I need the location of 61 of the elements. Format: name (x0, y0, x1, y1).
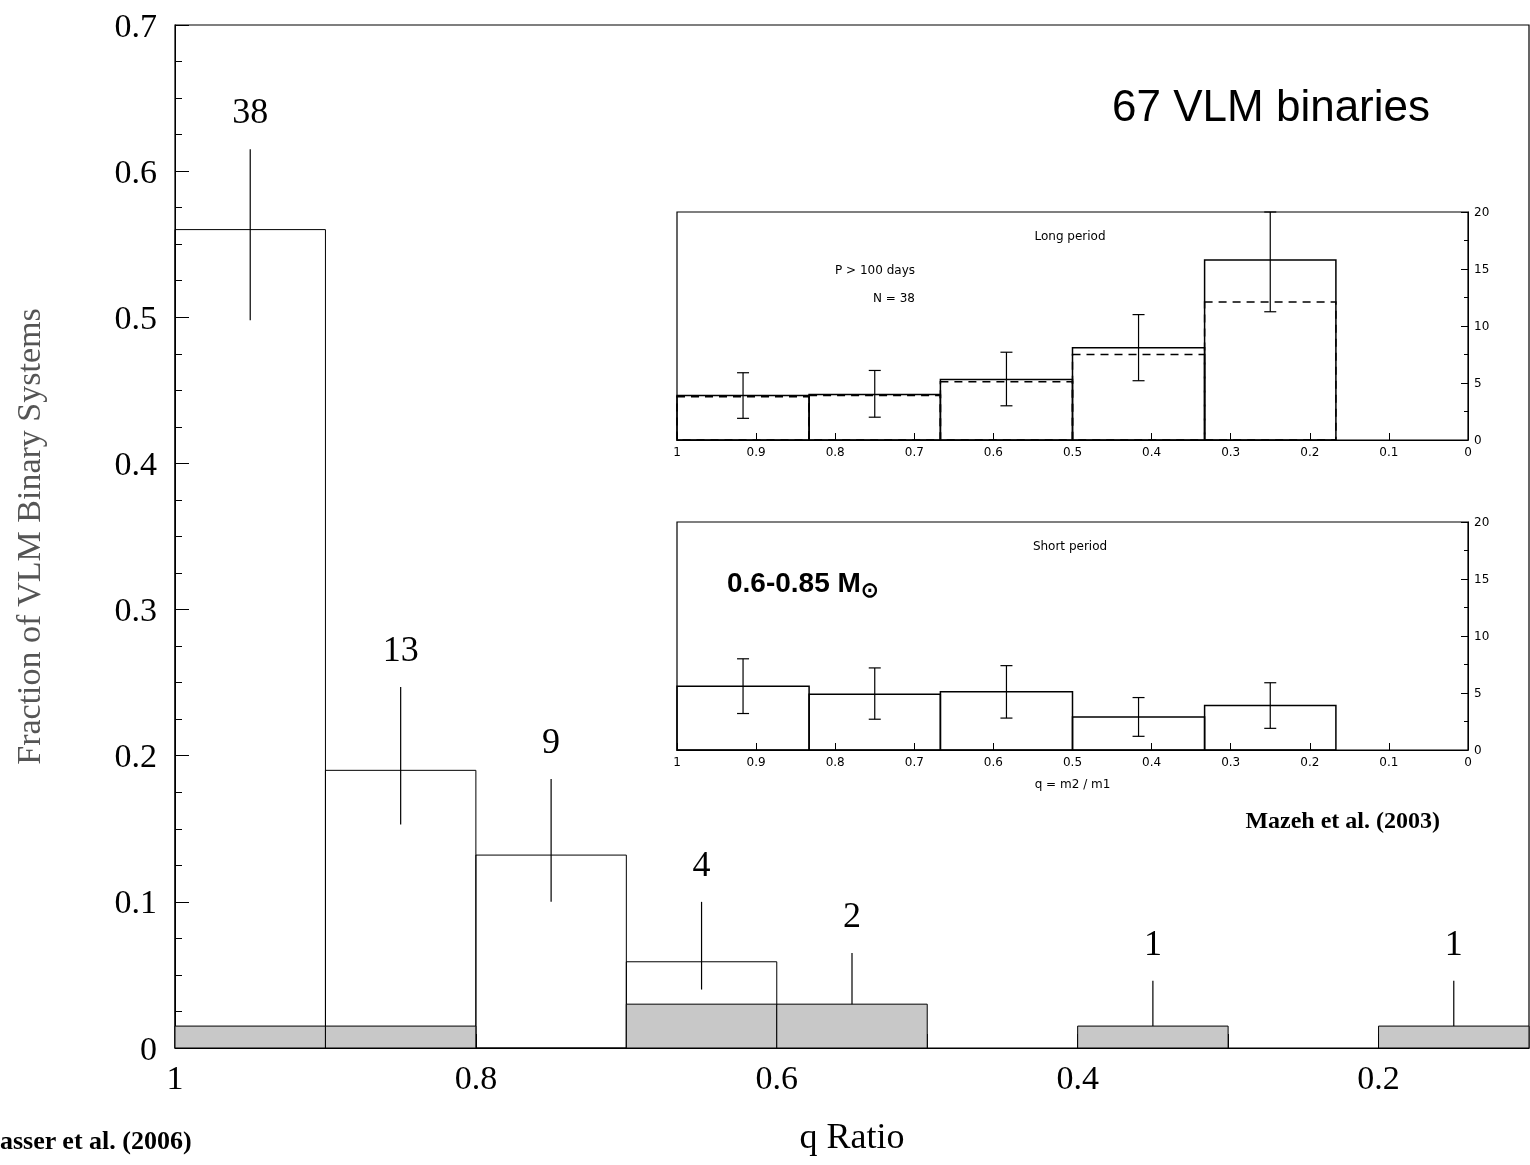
x-tick-label: 1 (673, 445, 681, 459)
y-tick-label: 0 (140, 1029, 157, 1067)
annotation: 1 (1444, 922, 1463, 963)
x-tick-label: 0.8 (454, 1058, 498, 1096)
annotation: 0.6-0.85 M⊙ (727, 566, 879, 601)
x-tick-label: 0.1 (1379, 445, 1399, 459)
annotation: N = 38 (873, 291, 915, 305)
annotation: Mazeh et al. (2003) (1245, 807, 1440, 833)
y-tick-label: 5 (1474, 376, 1482, 390)
y-tick-label: 5 (1474, 686, 1482, 700)
y-tick-label: 0.3 (114, 591, 157, 629)
y-tick-label: 20 (1474, 205, 1490, 219)
x-tick-label: 0.1 (1379, 755, 1399, 769)
x-tick-label: 0.6 (983, 755, 1003, 769)
annotation: 2 (843, 895, 861, 936)
x-tick-label: 0 (1464, 755, 1472, 769)
x-tick-label: 0.8 (825, 755, 845, 769)
y-tick-label: 0.6 (114, 152, 157, 190)
annotation: 1 (1143, 922, 1162, 963)
x-axis-title: q = m2 / m1 (1034, 777, 1111, 791)
text: asser et al. (2006) (0, 1125, 192, 1155)
x-tick-label: 0.3 (1221, 445, 1241, 459)
y-tick-label: 15 (1474, 572, 1490, 586)
x-tick-label: 0.7 (904, 755, 924, 769)
y-tick-label: 15 (1474, 262, 1490, 276)
x-tick-label: 0.7 (904, 445, 924, 459)
text: Short period (1032, 539, 1108, 553)
x-tick-label: 0.9 (746, 755, 766, 769)
y-tick-label: 0.7 (114, 6, 157, 44)
annotation: 9 (542, 721, 561, 762)
x-tick-label: 0.6 (755, 1058, 799, 1096)
x-tick-label: 1 (166, 1058, 184, 1096)
x-tick-label: 0.4 (1142, 755, 1162, 769)
y-tick-label: 20 (1474, 515, 1490, 529)
y-tick-label: 0 (1474, 433, 1482, 447)
x-tick-label: 0.3 (1221, 755, 1241, 769)
x-tick-label: 0.4 (1142, 445, 1162, 459)
x-tick-label: 1 (673, 755, 681, 769)
y-tick-label: 0 (1474, 743, 1482, 757)
x-tick-label: 0 (1464, 445, 1472, 459)
annotation: 13 (382, 629, 419, 670)
x-tick-label: 0.8 (825, 445, 845, 459)
y-tick-label: 0.5 (114, 298, 157, 336)
y-tick-label: 10 (1474, 319, 1490, 333)
x-tick-label: 0.9 (746, 445, 766, 459)
y-axis-title: Fraction of VLM Binary Systems (9, 308, 47, 765)
x-tick-label: 0.6 (983, 445, 1003, 459)
x-tick-label: 0.2 (1300, 755, 1320, 769)
x-tick-label: 0.2 (1357, 1058, 1400, 1096)
text: Long period (1034, 229, 1106, 243)
annotation: 4 (692, 843, 711, 884)
y-tick-label: 0.1 (114, 883, 157, 921)
annotation: 67 VLM binaries (1112, 80, 1430, 130)
x-tick-label: 0.4 (1056, 1058, 1099, 1096)
y-tick-label: 10 (1474, 629, 1490, 643)
x-tick-label: 0.2 (1300, 445, 1320, 459)
x-tick-label: 0.5 (1062, 445, 1083, 459)
x-tick-label: 0.5 (1062, 755, 1083, 769)
annotation: 38 (232, 91, 269, 132)
x-axis-title: q Ratio (799, 1116, 905, 1156)
annotation: P > 100 days (835, 263, 915, 277)
